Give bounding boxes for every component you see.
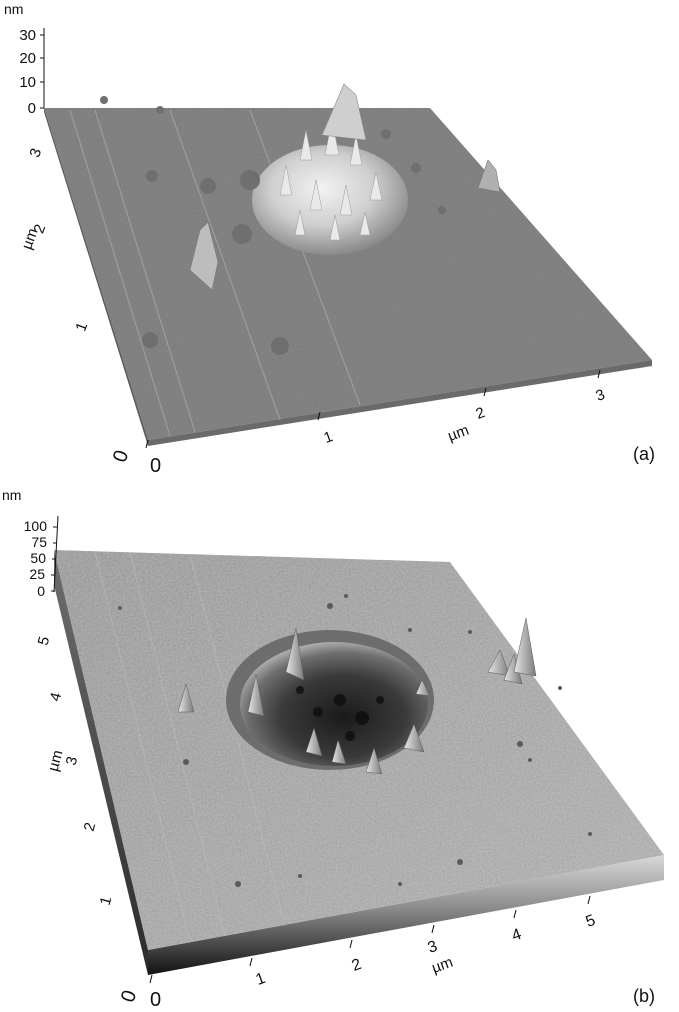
z-tick-label-25: 25 <box>29 566 45 582</box>
x-unit-b: µm <box>430 954 456 977</box>
spike-cluster-a-left <box>189 221 219 291</box>
x-tick-label-0b: 0 <box>150 989 161 1011</box>
y-tick-label-2b: 2 <box>81 821 100 833</box>
panel-label-a: (a) <box>633 444 655 464</box>
central-mound-a <box>252 145 408 255</box>
spike-cluster-b-right <box>487 617 537 685</box>
x-tick-label-3b: 3 <box>426 938 440 957</box>
z-ticks-a <box>40 34 44 109</box>
dots-b <box>118 594 592 887</box>
y-unit-a: µm <box>18 226 41 252</box>
y-unit-b: µm <box>45 748 67 773</box>
panel-a: nm 30 20 10 0 3 2 1 µm 0 0 1 2 3 µm (a) <box>4 1 655 477</box>
panel-label-b: (b) <box>633 986 655 1006</box>
panel-b: nm 100 75 50 25 0 5 4 3 2 1 µm 0 0 1 2 3… <box>2 487 664 1011</box>
origin-label-a-y: 0 <box>109 447 133 465</box>
z-tick-label-0b: 0 <box>37 583 45 599</box>
z-ticks-b <box>51 526 57 592</box>
z-unit-a: nm <box>4 1 23 17</box>
z-tick-label-75: 75 <box>31 534 47 550</box>
surface-a-front-edge <box>148 360 652 446</box>
x-ticks-a <box>145 369 601 449</box>
z-tick-label-30: 30 <box>19 27 36 44</box>
y-tick-label-3: 3 <box>26 146 45 160</box>
x-tick-label-2: 2 <box>474 404 488 423</box>
mound-spikes-a <box>279 119 383 241</box>
x-tick-label-5b: 5 <box>584 912 598 931</box>
tall-peak-a <box>321 83 367 141</box>
block-b-front-side <box>148 855 664 975</box>
origin-label-b-y: 0 <box>117 987 141 1005</box>
x-tick-label-1: 1 <box>322 428 336 447</box>
y-tick-label-4: 4 <box>47 691 66 703</box>
z-tick-label-20: 20 <box>19 50 36 67</box>
surface-a-left-edge <box>44 108 148 446</box>
z-tick-label-10: 10 <box>19 74 36 91</box>
x-ticks-b <box>149 895 591 984</box>
y-tick-label-1b: 1 <box>97 895 116 907</box>
scratch-lines-a <box>69 109 361 437</box>
x-tick-label-4b: 4 <box>510 926 524 945</box>
z-tick-label-100: 100 <box>24 518 48 534</box>
x-tick-label-0: 0 <box>150 455 161 477</box>
y-tick-label-1: 1 <box>72 320 91 334</box>
crater-texture-b <box>296 686 384 741</box>
z-unit-b: nm <box>2 487 21 503</box>
spike-cluster-a-right <box>477 159 501 193</box>
block-b-left-side <box>54 550 148 975</box>
crater-spikes-b <box>177 627 431 775</box>
scratch-lines-b <box>94 551 286 943</box>
bumps-a <box>100 96 446 355</box>
z-tick-label-50: 50 <box>30 550 46 566</box>
crater-b <box>240 642 428 766</box>
x-tick-label-1b: 1 <box>254 970 268 989</box>
x-unit-a: µm <box>446 422 472 445</box>
z-tick-label-0: 0 <box>28 100 36 117</box>
z-axis-b <box>53 515 59 593</box>
x-tick-label-3: 3 <box>594 386 608 405</box>
y-tick-label-5: 5 <box>35 635 54 647</box>
x-tick-label-2b: 2 <box>350 956 364 975</box>
